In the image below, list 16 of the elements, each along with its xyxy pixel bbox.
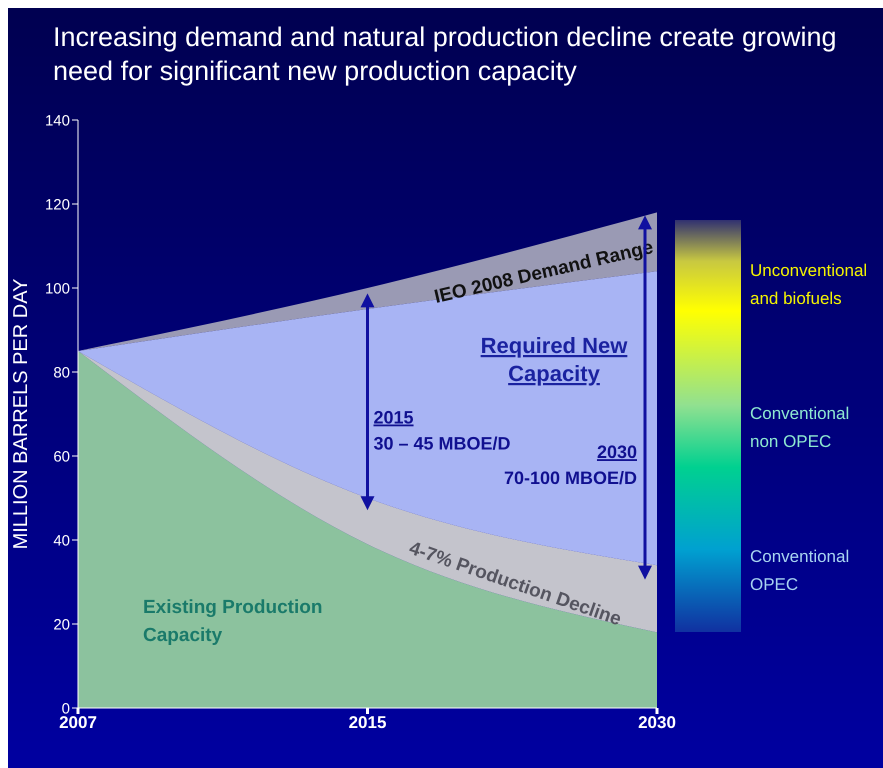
y-tick-label: 40 [53,532,70,550]
chart-title: Increasing demand and natural production decline create growing need for significant new production capacity [53,21,838,88]
text: Conventional non OPEC [750,404,850,451]
y-tick-label: 20 [53,616,70,634]
text: Conventional OPEC [750,547,850,594]
y-tick-label: 120 [44,196,70,214]
x-tick-label: 2015 [348,713,386,732]
y-tick-label: 60 [53,448,70,466]
y-axis-title: MILLION BARRELS PER DAY [10,278,32,550]
series-label: Required New Capacity [480,333,628,386]
x-tick-label: 2030 [638,713,676,732]
series-label: Existing Production Capacity [143,597,322,646]
y-tick-label: 80 [53,364,70,382]
y-tick-label: 140 [44,112,70,130]
text: Unconventional and biofuels [750,261,868,308]
y-tick-label: 100 [44,280,70,298]
